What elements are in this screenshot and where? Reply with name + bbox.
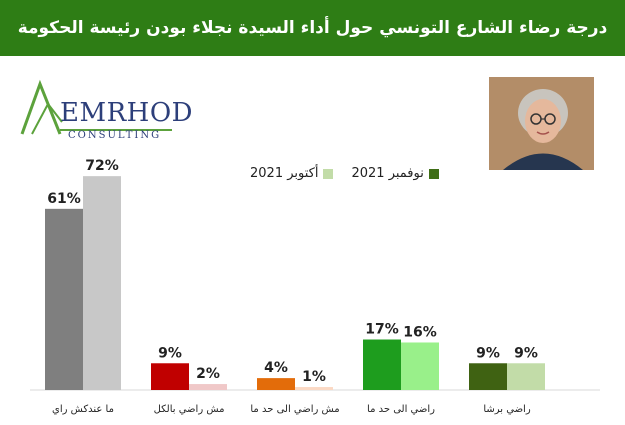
bar-2-4 — [401, 342, 439, 390]
bar-1-3 — [257, 378, 295, 390]
logo-mark-icon — [20, 79, 63, 135]
bar-2-2 — [189, 384, 227, 390]
data-label: 4% — [264, 360, 288, 376]
data-label: 17% — [365, 322, 399, 338]
bar-1-5 — [469, 363, 507, 390]
data-label: 9% — [158, 345, 182, 361]
logo-rule — [60, 129, 172, 131]
category-label: مش راضي الى حد ما — [250, 404, 339, 415]
logo-subtitle: CONSULTING — [68, 130, 162, 141]
category-label: ما عندكش راي — [52, 404, 114, 415]
legend-item-series-2: أكتوبر 2021 — [250, 166, 334, 181]
category-label: راضي الى حد ما — [367, 404, 435, 415]
bar-2-3 — [295, 387, 333, 390]
data-label: 61% — [47, 191, 81, 207]
data-label: 16% — [403, 324, 437, 340]
legend-label: نوفمبر 2021 — [351, 166, 424, 181]
data-label: 1% — [302, 369, 326, 385]
data-label: 9% — [476, 345, 500, 361]
chart-title: درجة رضاء الشارع التونسي حول أداء السيدة… — [0, 0, 625, 56]
legend-label: أكتوبر 2021 — [250, 166, 319, 181]
data-label: 2% — [196, 366, 220, 382]
bar-2-1 — [83, 176, 121, 390]
emrhod-logo: EMRHOD CONSULTING — [18, 72, 193, 144]
bar-1-1 — [45, 208, 83, 390]
legend-swatch — [428, 168, 439, 179]
legend-item-series-1: نوفمبر 2021 — [351, 166, 439, 181]
bar-1-4 — [363, 339, 401, 390]
category-label: راضي برشا — [483, 404, 531, 415]
portrait-photo — [489, 77, 594, 170]
bar-1-2 — [151, 363, 189, 390]
data-label: 9% — [514, 345, 538, 361]
category-label: مش راضي بالكل — [154, 404, 225, 415]
data-label: 72% — [85, 158, 119, 174]
legend-swatch — [323, 168, 334, 179]
bar-2-5 — [507, 363, 545, 390]
logo-wordmark: EMRHOD — [60, 98, 194, 128]
chart-legend: نوفمبر 2021 أكتوبر 2021 — [250, 166, 439, 181]
